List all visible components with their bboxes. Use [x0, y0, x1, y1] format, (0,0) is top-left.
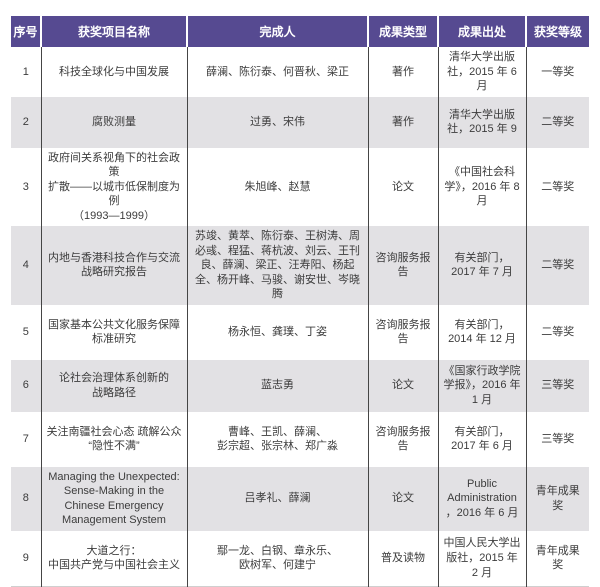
- cell-source: 清华大学出版社，2015 年 9: [438, 96, 527, 148]
- cell-source: 中国人民大学出版社，2015 年 2 月: [438, 530, 527, 587]
- cell-project: 腐败测量: [41, 96, 188, 148]
- cell-index: 3: [11, 147, 42, 227]
- cell-type: 普及读物: [368, 530, 439, 587]
- cell-authors: 蓝志勇: [187, 359, 369, 412]
- cell-authors: 杨永恒、龚璞、丁姿: [187, 304, 369, 360]
- cell-authors: 曹峰、王凯、薛澜、 彭宗超、张宗林、郑广淼: [187, 411, 369, 467]
- cell-type: 论文: [368, 147, 439, 227]
- cell-index: 2: [11, 96, 42, 148]
- cell-authors: 薛澜、陈衍泰、何晋秋、梁正: [187, 47, 369, 97]
- cell-source: 有关部门，2017 年 6 月: [438, 411, 527, 467]
- cell-index: 4: [11, 226, 42, 305]
- cell-award: 青年成果奖: [526, 466, 589, 531]
- cell-index: 8: [11, 466, 42, 531]
- cell-index: 1: [11, 47, 42, 97]
- table-row: 8 Managing the Unexpected: Sense-Making …: [11, 466, 589, 531]
- table-body: 1 科技全球化与中国发展 薛澜、陈衍泰、何晋秋、梁正 著作 清华大学出版社，20…: [11, 47, 589, 587]
- cell-project: Managing the Unexpected: Sense-Making in…: [41, 466, 188, 531]
- cell-type: 论文: [368, 359, 439, 412]
- cell-authors: 吕孝礼、薛澜: [187, 466, 369, 531]
- cell-award: 三等奖: [526, 359, 589, 412]
- column-header-award: 获奖等级: [526, 16, 589, 47]
- cell-type: 论文: [368, 466, 439, 531]
- cell-source: 有关部门，2014 年 12 月: [438, 304, 527, 360]
- column-header-project: 获奖项目名称: [41, 16, 188, 47]
- cell-project: 内地与香港科技合作与交流战略研究报告: [41, 226, 188, 305]
- cell-source: 《中国社会科学》，2016 年 8 月: [438, 147, 527, 227]
- column-header-index: 序号: [11, 16, 42, 47]
- cell-award: 二等奖: [526, 96, 589, 148]
- cell-authors: 鄢一龙、白钢、章永乐、 欧树军、何建宁: [187, 530, 369, 587]
- cell-source: Public Administration，2016 年 6 月: [438, 466, 527, 531]
- cell-index: 9: [11, 530, 42, 587]
- cell-authors: 过勇、宋伟: [187, 96, 369, 148]
- header-row: 序号 获奖项目名称 完成人 成果类型 成果出处 获奖等级: [11, 16, 589, 47]
- cell-project: 关注南疆社会心态 疏解公众 “隐性不满”: [41, 411, 188, 467]
- column-header-authors: 完成人: [187, 16, 369, 47]
- cell-project: 科技全球化与中国发展: [41, 47, 188, 97]
- cell-type: 著作: [368, 47, 439, 97]
- table-row: 6 论社会治理体系创新的 战略路径 蓝志勇 论文 《国家行政学院学报》，2016…: [11, 359, 589, 412]
- column-header-type: 成果类型: [368, 16, 439, 47]
- column-header-source: 成果出处: [438, 16, 527, 47]
- cell-index: 7: [11, 411, 42, 467]
- table-row: 2 腐败测量 过勇、宋伟 著作 清华大学出版社，2015 年 9 二等奖: [11, 96, 589, 148]
- cell-index: 5: [11, 304, 42, 360]
- table-row: 3 政府间关系视角下的社会政策 扩散——以城市低保制度为例 （1993—1999…: [11, 147, 589, 227]
- cell-authors: 苏竣、黄萃、陈衍泰、王树涛、周必彧、程猛、蒋杭波、刘云、王刊良、薛澜、梁正、汪寿…: [187, 226, 369, 305]
- cell-type: 咨询服务报告: [368, 304, 439, 360]
- cell-project: 国家基本公共文化服务保障 标准研究: [41, 304, 188, 360]
- cell-type: 著作: [368, 96, 439, 148]
- cell-award: 三等奖: [541, 432, 575, 445]
- cell-award: 一等奖: [541, 65, 575, 78]
- cell-source: 《国家行政学院学报》，2016 年 1 月: [438, 359, 527, 412]
- cell-award: 二等奖: [541, 180, 575, 193]
- cell-authors: 朱旭峰、赵慧: [187, 147, 369, 227]
- cell-award: 二等奖: [541, 325, 575, 338]
- cell-award: 青年成果奖: [535, 544, 580, 572]
- table-row: 7 关注南疆社会心态 疏解公众 “隐性不满” 曹峰、王凯、薛澜、 彭宗超、张宗林…: [11, 411, 589, 467]
- table-row: 5 国家基本公共文化服务保障 标准研究 杨永恒、龚璞、丁姿 咨询服务报告 有关部…: [11, 304, 589, 360]
- table-header: 序号 获奖项目名称 完成人 成果类型 成果出处 获奖等级: [11, 16, 589, 47]
- cell-index: 6: [11, 359, 42, 412]
- awards-table: 序号 获奖项目名称 完成人 成果类型 成果出处 获奖等级 1 科技全球化与中国发…: [11, 16, 589, 587]
- cell-project: 论社会治理体系创新的 战略路径: [41, 359, 188, 412]
- cell-source: 有关部门，2017 年 7 月: [438, 226, 527, 305]
- cell-award: 二等奖: [526, 226, 589, 305]
- cell-project: 政府间关系视角下的社会政策 扩散——以城市低保制度为例 （1993—1999）: [41, 147, 188, 227]
- cell-source: 清华大学出版社，2015 年 6 月: [438, 47, 527, 97]
- table-row: 4 内地与香港科技合作与交流战略研究报告 苏竣、黄萃、陈衍泰、王树涛、周必彧、程…: [11, 226, 589, 305]
- cell-type: 咨询服务报告: [368, 411, 439, 467]
- table-row: 1 科技全球化与中国发展 薛澜、陈衍泰、何晋秋、梁正 著作 清华大学出版社，20…: [11, 47, 589, 97]
- table-row: 9 大道之行： 中国共产党与中国社会主义 鄢一龙、白钢、章永乐、 欧树军、何建宁…: [11, 530, 589, 587]
- awards-table-container: 序号 获奖项目名称 完成人 成果类型 成果出处 获奖等级 1 科技全球化与中国发…: [11, 16, 589, 587]
- cell-type: 咨询服务报告: [368, 226, 439, 305]
- cell-project: 大道之行： 中国共产党与中国社会主义: [41, 530, 188, 587]
